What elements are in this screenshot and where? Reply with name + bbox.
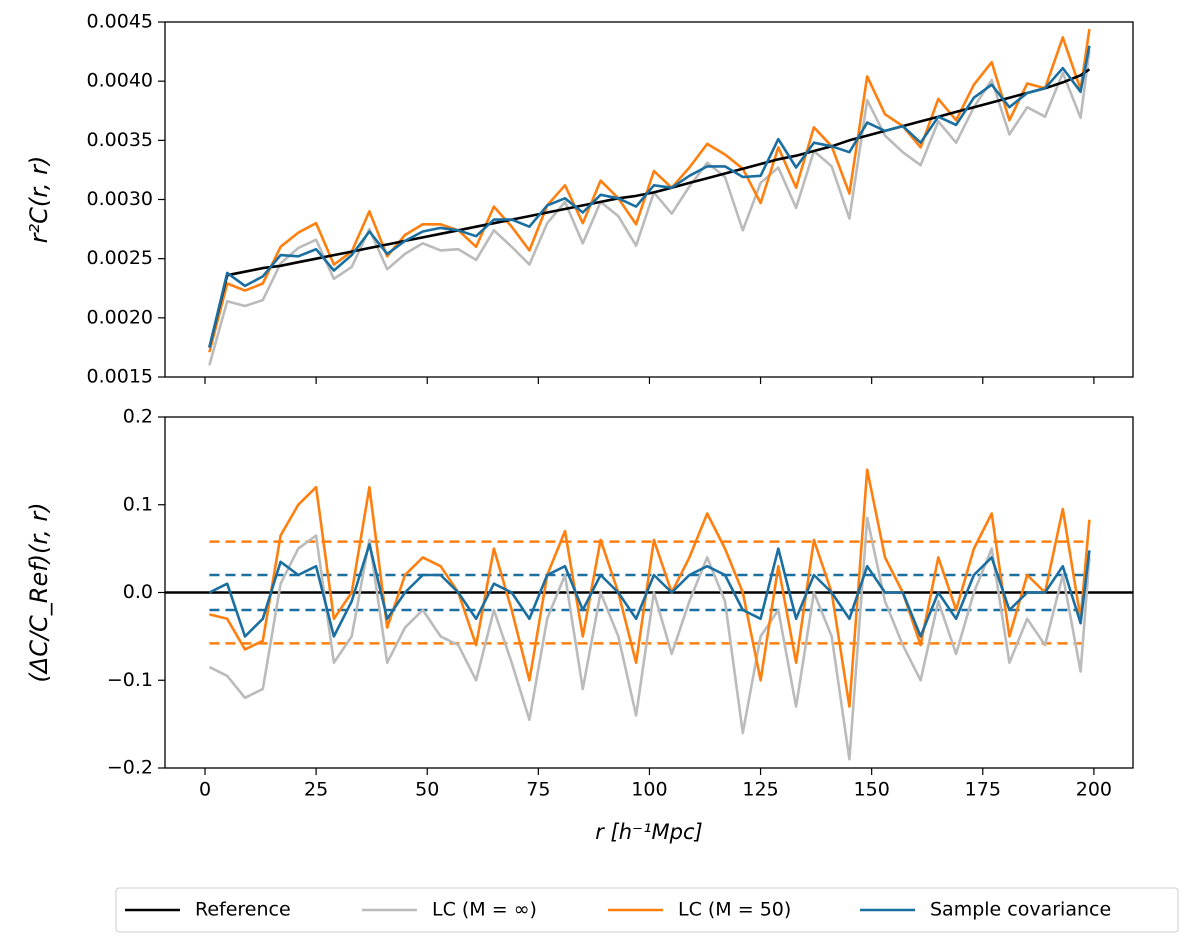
legend-label: LC (M = ∞): [432, 899, 537, 921]
series-line: [208, 516, 1091, 761]
x-tick-label: 0: [199, 779, 211, 801]
y-tick-label: 0.0015: [87, 366, 153, 388]
y-tick-label: 0.0020: [87, 306, 153, 328]
y-tick-label: 0.2: [123, 406, 153, 428]
axes-frame: [164, 21, 1134, 378]
x-tick-label: 175: [965, 779, 1001, 801]
y-tick-label: 0.0045: [87, 11, 153, 33]
x-tick-label: 125: [742, 779, 778, 801]
y-tick-label: 0.0035: [87, 129, 153, 151]
y-tick-label: 0.0: [123, 581, 153, 603]
series-line: [208, 45, 1091, 348]
y-tick-label: 0.1: [123, 493, 153, 515]
y-axis-label: (ΔC/C_Ref)(r, r): [25, 502, 53, 682]
series-line: [208, 50, 1091, 366]
y-tick-label: 0.0025: [87, 247, 153, 269]
series-line: [208, 542, 1091, 638]
x-tick-label: 200: [1076, 779, 1112, 801]
y-tick-label: −0.1: [107, 669, 153, 691]
series-line: [208, 68, 1091, 348]
x-tick-label: 25: [304, 779, 328, 801]
y-tick-label: 0.0030: [87, 188, 153, 210]
x-tick-label: 150: [854, 779, 890, 801]
legend-label: Sample covariance: [930, 899, 1111, 921]
y-tick-label: −0.2: [107, 757, 153, 779]
x-tick-label: 100: [631, 779, 667, 801]
x-axis-label: r [h⁻¹Mpc]: [595, 820, 703, 844]
x-tick-label: 50: [415, 779, 439, 801]
axes-frame: [164, 416, 1134, 769]
x-tick-label: 75: [526, 779, 550, 801]
legend-label: Reference: [195, 899, 291, 921]
series-line: [209, 468, 1091, 708]
legend-label: LC (M = 50): [678, 899, 791, 921]
y-axis-label: r²C(r, r): [25, 156, 53, 244]
y-tick-label: 0.0040: [87, 70, 153, 92]
